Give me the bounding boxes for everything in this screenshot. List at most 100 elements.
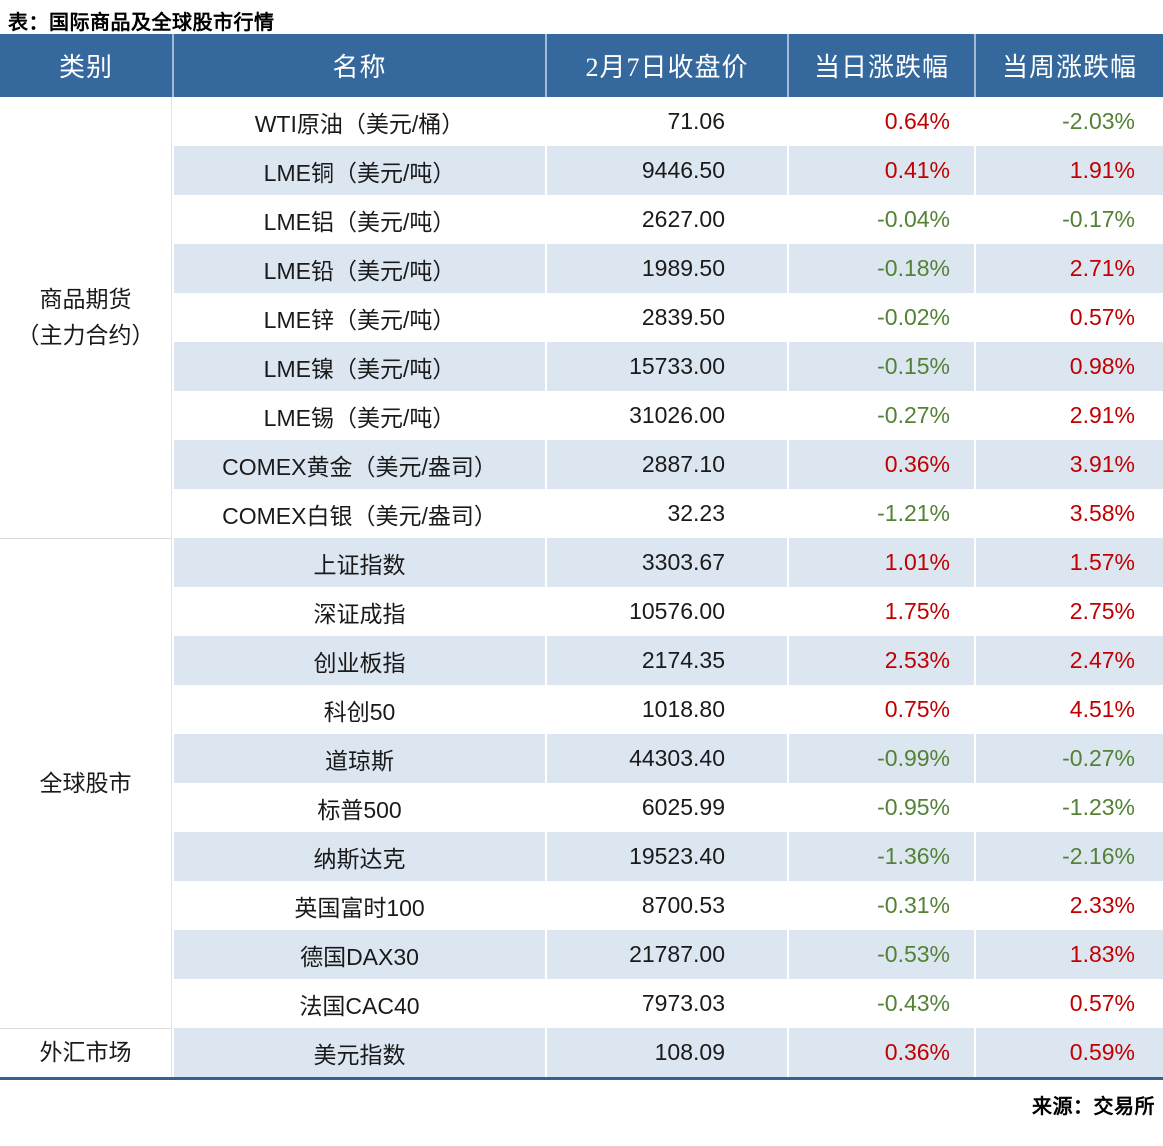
- instrument-name-cell: LME镍（美元/吨）: [172, 342, 545, 391]
- daily-change-cell: 2.53%: [787, 636, 974, 685]
- instrument-name-cell: 标普500: [172, 783, 545, 832]
- close-price-cell: 1018.80: [545, 685, 787, 734]
- category-cell-global-stocks: 全球股市: [0, 538, 172, 1028]
- table-row: 深证成指 10576.00 1.75% 2.75%: [172, 587, 1163, 636]
- column-header-close-price: 2月7日收盘价: [545, 34, 787, 97]
- table-row: 美元指数 108.09 0.36% 0.59%: [172, 1028, 1163, 1077]
- weekly-change-cell: -0.27%: [974, 734, 1163, 783]
- daily-change-cell: 0.75%: [787, 685, 974, 734]
- weekly-change-cell: 0.59%: [974, 1028, 1163, 1077]
- close-price-cell: 2174.35: [545, 636, 787, 685]
- table-row: COMEX白银（美元/盎司） 32.23 -1.21% 3.58%: [172, 489, 1163, 538]
- close-price-cell: 19523.40: [545, 832, 787, 881]
- close-price-cell: 6025.99: [545, 783, 787, 832]
- column-header-name: 名称: [172, 34, 545, 97]
- close-price-cell: 21787.00: [545, 930, 787, 979]
- instrument-name-cell: 纳斯达克: [172, 832, 545, 881]
- daily-change-cell: -0.04%: [787, 195, 974, 244]
- daily-change-cell: -0.95%: [787, 783, 974, 832]
- instrument-name-cell: 法国CAC40: [172, 979, 545, 1028]
- daily-change-cell: -0.15%: [787, 342, 974, 391]
- weekly-change-cell: 4.51%: [974, 685, 1163, 734]
- instrument-name-cell: 英国富时100: [172, 881, 545, 930]
- close-price-cell: 2627.00: [545, 195, 787, 244]
- daily-change-cell: 0.64%: [787, 97, 974, 146]
- market-table: 类别 名称 2月7日收盘价 当日涨跌幅 当周涨跌幅 商品期货 （主力合约） 全球…: [0, 34, 1163, 1080]
- daily-change-cell: -0.02%: [787, 293, 974, 342]
- weekly-change-cell: -2.16%: [974, 832, 1163, 881]
- table-row: WTI原油（美元/桶） 71.06 0.64% -2.03%: [172, 97, 1163, 146]
- daily-change-cell: 0.36%: [787, 1028, 974, 1077]
- weekly-change-cell: 0.98%: [974, 342, 1163, 391]
- table-title: 表：国际商品及全球股市行情: [8, 12, 275, 34]
- instrument-name-cell: LME锡（美元/吨）: [172, 391, 545, 440]
- close-price-cell: 7973.03: [545, 979, 787, 1028]
- daily-change-cell: 1.01%: [787, 538, 974, 587]
- table-row: 上证指数 3303.67 1.01% 1.57%: [172, 538, 1163, 587]
- instrument-name-cell: COMEX黄金（美元/盎司）: [172, 440, 545, 489]
- table-row: 纳斯达克 19523.40 -1.36% -2.16%: [172, 832, 1163, 881]
- instrument-name-cell: LME锌（美元/吨）: [172, 293, 545, 342]
- column-header-daily-change: 当日涨跌幅: [787, 34, 974, 97]
- weekly-change-cell: 2.47%: [974, 636, 1163, 685]
- instrument-name-cell: LME铅（美元/吨）: [172, 244, 545, 293]
- daily-change-cell: 0.36%: [787, 440, 974, 489]
- close-price-cell: 31026.00: [545, 391, 787, 440]
- category-cell-commodity-futures: 商品期货 （主力合约）: [0, 97, 172, 538]
- table-row: 创业板指 2174.35 2.53% 2.47%: [172, 636, 1163, 685]
- instrument-name-cell: 创业板指: [172, 636, 545, 685]
- source-label: 来源：交易所: [1032, 1096, 1155, 1118]
- instrument-name-cell: 德国DAX30: [172, 930, 545, 979]
- table-body: 商品期货 （主力合约） 全球股市 外汇市场 WTI原油（美元/桶） 71.06 …: [0, 97, 1163, 1077]
- close-price-cell: 108.09: [545, 1028, 787, 1077]
- weekly-change-cell: -2.03%: [974, 97, 1163, 146]
- instrument-name-cell: WTI原油（美元/桶）: [172, 97, 545, 146]
- close-price-cell: 2887.10: [545, 440, 787, 489]
- weekly-change-cell: 2.33%: [974, 881, 1163, 930]
- column-header-weekly-change: 当周涨跌幅: [974, 34, 1163, 97]
- daily-change-cell: -0.31%: [787, 881, 974, 930]
- weekly-change-cell: 2.71%: [974, 244, 1163, 293]
- table-row: 德国DAX30 21787.00 -0.53% 1.83%: [172, 930, 1163, 979]
- table-row: LME锡（美元/吨） 31026.00 -0.27% 2.91%: [172, 391, 1163, 440]
- daily-change-cell: -0.18%: [787, 244, 974, 293]
- weekly-change-cell: 2.91%: [974, 391, 1163, 440]
- weekly-change-cell: 3.91%: [974, 440, 1163, 489]
- column-header-category: 类别: [58, 53, 113, 82]
- table-row: LME锌（美元/吨） 2839.50 -0.02% 0.57%: [172, 293, 1163, 342]
- instrument-name-cell: LME铝（美元/吨）: [172, 195, 545, 244]
- data-rows: WTI原油（美元/桶） 71.06 0.64% -2.03% LME铜（美元/吨…: [172, 97, 1163, 1077]
- table-row: COMEX黄金（美元/盎司） 2887.10 0.36% 3.91%: [172, 440, 1163, 489]
- daily-change-cell: -0.43%: [787, 979, 974, 1028]
- table-row: 科创50 1018.80 0.75% 4.51%: [172, 685, 1163, 734]
- instrument-name-cell: 美元指数: [172, 1028, 545, 1077]
- close-price-cell: 8700.53: [545, 881, 787, 930]
- instrument-name-cell: 深证成指: [172, 587, 545, 636]
- daily-change-cell: 1.75%: [787, 587, 974, 636]
- instrument-name-cell: 上证指数: [172, 538, 545, 587]
- daily-change-cell: -1.36%: [787, 832, 974, 881]
- weekly-change-cell: 1.83%: [974, 930, 1163, 979]
- close-price-cell: 71.06: [545, 97, 787, 146]
- daily-change-cell: -0.27%: [787, 391, 974, 440]
- close-price-cell: 10576.00: [545, 587, 787, 636]
- category-column: 商品期货 （主力合约） 全球股市 外汇市场: [0, 97, 172, 1077]
- close-price-cell: 15733.00: [545, 342, 787, 391]
- category-cell-forex-market: 外汇市场: [0, 1028, 172, 1077]
- daily-change-cell: 0.41%: [787, 146, 974, 195]
- close-price-cell: 1989.50: [545, 244, 787, 293]
- weekly-change-cell: 2.75%: [974, 587, 1163, 636]
- daily-change-cell: -0.53%: [787, 930, 974, 979]
- table-row: 英国富时100 8700.53 -0.31% 2.33%: [172, 881, 1163, 930]
- table-header-row: 类别 名称 2月7日收盘价 当日涨跌幅 当周涨跌幅: [0, 34, 1163, 97]
- table-row: 标普500 6025.99 -0.95% -1.23%: [172, 783, 1163, 832]
- table-row: 道琼斯 44303.40 -0.99% -0.27%: [172, 734, 1163, 783]
- close-price-cell: 9446.50: [545, 146, 787, 195]
- weekly-change-cell: -0.17%: [974, 195, 1163, 244]
- close-price-cell: 3303.67: [545, 538, 787, 587]
- weekly-change-cell: 3.58%: [974, 489, 1163, 538]
- daily-change-cell: -1.21%: [787, 489, 974, 538]
- daily-change-cell: -0.99%: [787, 734, 974, 783]
- weekly-change-cell: 0.57%: [974, 293, 1163, 342]
